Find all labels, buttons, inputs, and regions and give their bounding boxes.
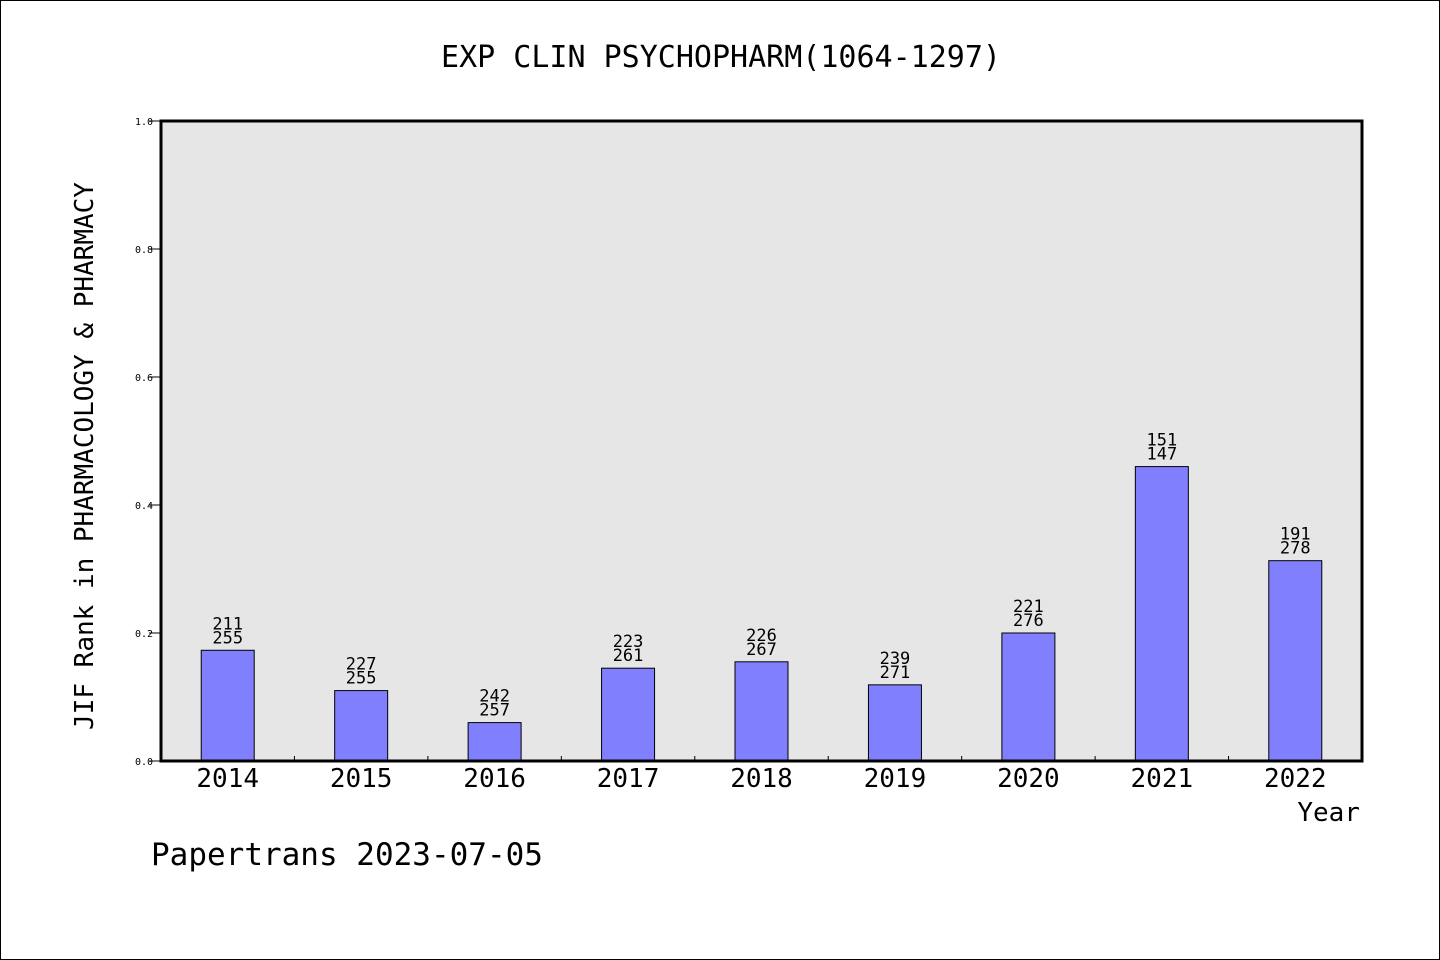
bar-total-label: 261 [613,646,644,666]
x-tick-label: 2020 [997,764,1060,794]
bar [200,649,255,762]
bar-total-label: 255 [346,669,377,689]
bar [1134,466,1189,762]
bar-rank-label: 227 [346,655,377,675]
bar-rank-label: 239 [880,649,911,669]
bar [334,690,389,762]
bar-total-label: 255 [212,628,243,648]
y-tick-label: 0.8 [135,245,153,256]
y-tick-label: 0.4 [135,501,153,512]
y-tick-label: 0.0 [135,757,153,768]
x-tick-label: 2019 [864,764,927,794]
y-tick-label: 0.6 [135,373,153,384]
y-axis-label: JIF Rank in PHARMACOLOGY & PHARMACY [70,182,100,730]
plot-frame [159,119,1364,763]
bar-rank-label: 242 [479,687,510,707]
y-tick-label: 1.0 [135,117,153,128]
y-tick-label: 0.2 [135,629,153,640]
bar [467,722,522,762]
x-tick-label: 2017 [597,764,660,794]
bar-rank-label: 151 [1146,431,1177,451]
bar [1268,560,1323,762]
footer-watermark: Papertrans 2023-07-05 [151,837,543,873]
ticks-layer: 0.0 0.2 0.4 0.6 0.8 1.0 2014 2015 2016 2017 2018 20… [135,117,1327,794]
bar-total-label: 147 [1146,445,1177,465]
bar-total-label: 276 [1013,611,1044,631]
bar-total-label: 257 [479,701,510,721]
x-tick-label: 2021 [1131,764,1194,794]
x-tick-label: 2022 [1264,764,1327,794]
bar [867,684,922,762]
bar-total-label: 271 [880,663,911,683]
bar-rank-label: 191 [1280,525,1311,545]
bar [734,661,789,762]
x-axis-label: Year [1297,798,1360,828]
bar-rank-label: 221 [1013,597,1044,617]
chart-title: EXP CLIN PSYCHOPHARM(1064-1297) [441,40,1001,75]
bar-rank-label: 226 [746,626,777,646]
x-tick-label: 2018 [730,764,793,794]
bar-total-label: 278 [1280,539,1311,559]
x-tick-label: 2014 [196,764,259,794]
x-tick-label: 2016 [463,764,526,794]
bar [601,667,656,762]
bar [1001,632,1056,762]
bar-rank-label: 223 [613,632,644,652]
x-tick-label: 2015 [330,764,393,794]
bar-rank-label: 211 [212,614,243,634]
bar-total-label: 267 [746,640,777,660]
